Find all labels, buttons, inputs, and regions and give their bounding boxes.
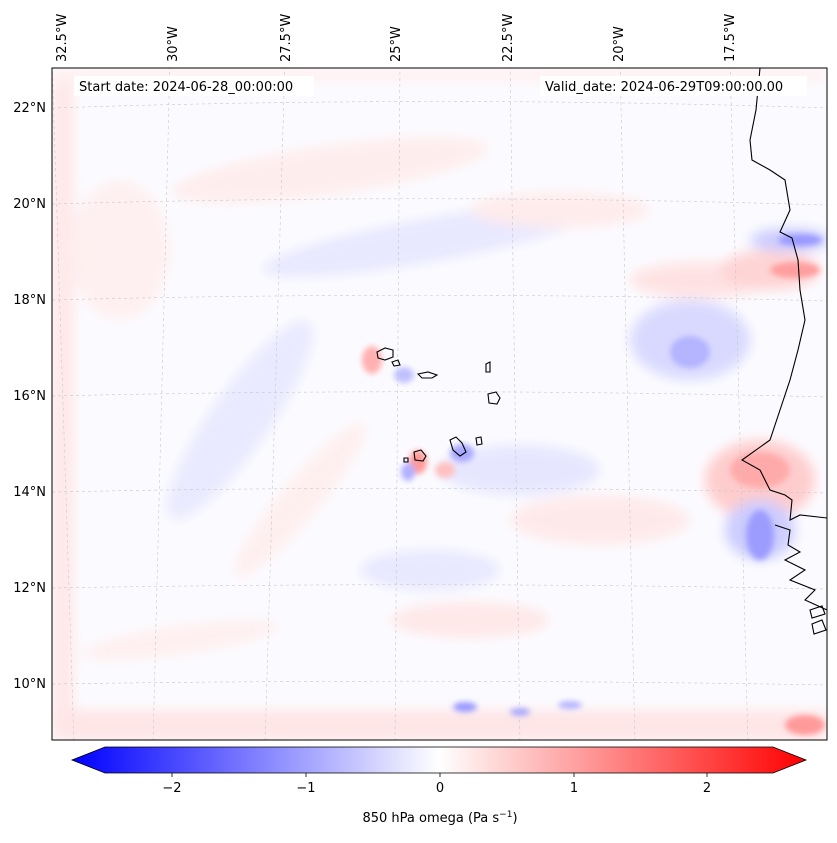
lon-label: 20°W	[612, 26, 627, 62]
colorbar-tick-label: 2	[703, 781, 711, 796]
lon-label: 25°W	[389, 26, 404, 62]
valid-date-box	[540, 76, 807, 96]
valid-date-label: Valid_date: 2024-06-29T09:00:00.00	[545, 80, 783, 95]
lat-label: 10°N	[13, 677, 46, 692]
santiago-island	[449, 436, 467, 457]
lon-label: 32.5°W	[55, 14, 70, 62]
lat-label: 18°N	[13, 293, 46, 308]
santo-antao-island	[376, 347, 394, 361]
colorbar-tick-label: 1	[570, 781, 578, 796]
colorbar-tick-label: 0	[436, 781, 444, 796]
map-frame	[51, 67, 828, 741]
colorbar-ticks	[171, 773, 708, 777]
brava-island	[403, 457, 409, 463]
start-date-label: Start date: 2024-06-28_00:00:00	[79, 80, 293, 95]
sao-nicolau-island	[416, 371, 439, 379]
lon-label: 27.5°W	[279, 14, 294, 62]
colorbar-label: 850 hPa omega (Pa s−1)	[362, 810, 517, 826]
boa-vista-island	[487, 391, 501, 405]
fogo-island	[413, 449, 427, 462]
maio-island	[475, 436, 483, 446]
graticule	[52, 68, 827, 740]
lon-label: 30°W	[166, 26, 181, 62]
lat-label: 16°N	[13, 389, 46, 404]
lon-label: 22.5°W	[501, 14, 516, 62]
omega-field	[52, 68, 827, 740]
colorbar-tick-label: −1	[296, 781, 315, 796]
sao-vicente-island	[391, 359, 401, 367]
coastlines	[376, 68, 827, 635]
lat-label: 14°N	[13, 485, 46, 500]
colorbar-body	[70, 746, 808, 774]
colorbar: −2 −1 0 1 2 850 hPa omega (Pa s−1)	[70, 746, 808, 826]
longitude-labels: 32.5°W 30°W 27.5°W 25°W 22.5°W 20°W 17.5…	[55, 14, 738, 62]
lat-label: 20°N	[13, 197, 46, 212]
start-date-box	[74, 76, 314, 96]
lon-label: 17.5°W	[723, 14, 738, 62]
colorbar-tick-label: −2	[162, 781, 181, 796]
sal-island	[485, 361, 491, 373]
africa-coastline	[740, 68, 827, 635]
lat-label: 22°N	[13, 101, 46, 116]
lat-label: 12°N	[13, 581, 46, 596]
latitude-labels: 22°N 20°N 18°N 16°N 14°N 12°N 10°N	[13, 101, 46, 692]
